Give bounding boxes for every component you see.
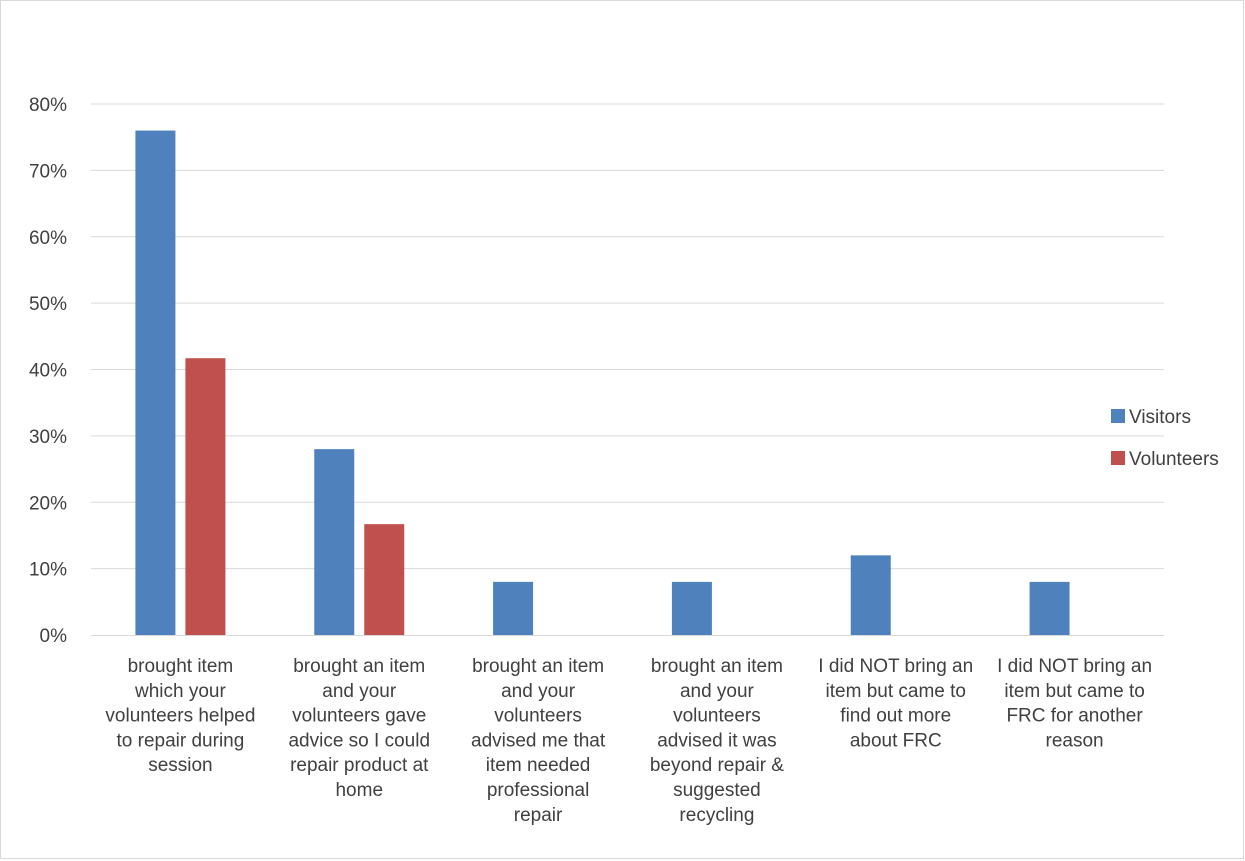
x-tick-label-line: FRC for another <box>1006 706 1143 727</box>
x-tick-label-line: brought an item <box>293 656 425 677</box>
gridlines <box>91 103 1164 570</box>
x-tick-label-line: volunteers <box>673 706 761 727</box>
x-tick-label-line: brought an item <box>651 656 783 677</box>
x-tick-label-line: which your <box>134 681 226 702</box>
x-tick-label: I did NOT bring an item but came to find o… <box>818 656 973 751</box>
x-tick-label-line: session <box>148 755 212 776</box>
bar-visitors <box>671 581 712 635</box>
legend-label-visitors: Visitors <box>1129 407 1191 428</box>
x-tick-label: I did NOT bring an item but came to FRC fo… <box>997 656 1152 751</box>
y-tick-label: 60% <box>29 228 67 249</box>
legend: Visitors Volunteers <box>1111 407 1219 470</box>
x-tick-label: brought an item and your volunteers advised… <box>471 656 606 826</box>
x-tick-label-line: beyond repair & <box>650 755 784 776</box>
bar-visitors <box>135 130 176 636</box>
x-tick-label-line: advice so I could <box>288 730 430 751</box>
legend-swatch-visitors <box>1111 409 1125 423</box>
x-tick-label-line: I did NOT bring an <box>818 656 973 677</box>
y-tick-label: 40% <box>29 361 67 382</box>
x-tick-label-line: advised me that <box>471 730 606 751</box>
x-tick-label-line: about FRC <box>850 730 942 751</box>
x-tick-label: brought an item and your volunteers advised… <box>650 656 784 826</box>
x-tick-label-line: item but came to <box>1004 681 1144 702</box>
bar-visitors <box>1029 581 1070 635</box>
bar-volunteers <box>364 524 405 635</box>
x-tick-label-line: I did NOT bring an <box>997 656 1152 677</box>
x-tick-label-line: reason <box>1046 730 1104 751</box>
x-tick-label-line: suggested <box>673 780 761 801</box>
x-tick-label: brought an item and your volunteers gave ad… <box>288 656 430 801</box>
y-axis-tick-labels: 0% 10% 20% 30% 40% 50% 60% 70% 80% <box>29 95 67 647</box>
category-labels: brought item which your volunteers helped t… <box>105 656 1152 826</box>
x-tick-label-line: find out more <box>840 706 951 727</box>
x-tick-label-line: volunteers <box>494 706 582 727</box>
x-tick-label-line: and your <box>680 681 755 702</box>
x-tick-label-line: brought item <box>128 656 234 677</box>
x-tick-label-line: and your <box>501 681 576 702</box>
bars <box>135 130 1070 636</box>
x-tick-label-line: repair product at <box>290 755 429 776</box>
x-tick-label-line: volunteers gave <box>292 706 426 727</box>
x-tick-label-line: item but came to <box>826 681 966 702</box>
bar-visitors <box>850 555 891 635</box>
x-tick-label-line: professional <box>487 780 589 801</box>
y-tick-label: 80% <box>29 95 67 116</box>
x-tick-label-line: to repair during <box>117 730 245 751</box>
x-tick-label-line: repair <box>514 805 563 826</box>
y-tick-label: 20% <box>29 493 67 514</box>
x-tick-label-line: brought an item <box>472 656 604 677</box>
bar-visitors <box>493 581 534 635</box>
x-tick-label: brought item which your volunteers helped t… <box>105 656 255 776</box>
x-tick-label-line: advised it was <box>657 730 776 751</box>
x-tick-label-line: recycling <box>679 805 754 826</box>
x-tick-label-line: volunteers helped <box>105 706 255 727</box>
y-tick-label: 0% <box>40 626 68 647</box>
x-tick-label-line: and your <box>322 681 397 702</box>
y-tick-label: 30% <box>29 427 67 448</box>
y-tick-label: 10% <box>29 560 67 581</box>
x-tick-label-line: item needed <box>486 755 591 776</box>
y-tick-label: 70% <box>29 161 67 182</box>
legend-label-volunteers: Volunteers <box>1129 449 1219 470</box>
bar-visitors <box>314 449 355 635</box>
bar-volunteers <box>185 358 226 635</box>
y-tick-label: 50% <box>29 294 67 315</box>
x-tick-label-line: home <box>335 780 383 801</box>
legend-swatch-volunteers <box>1111 451 1125 465</box>
